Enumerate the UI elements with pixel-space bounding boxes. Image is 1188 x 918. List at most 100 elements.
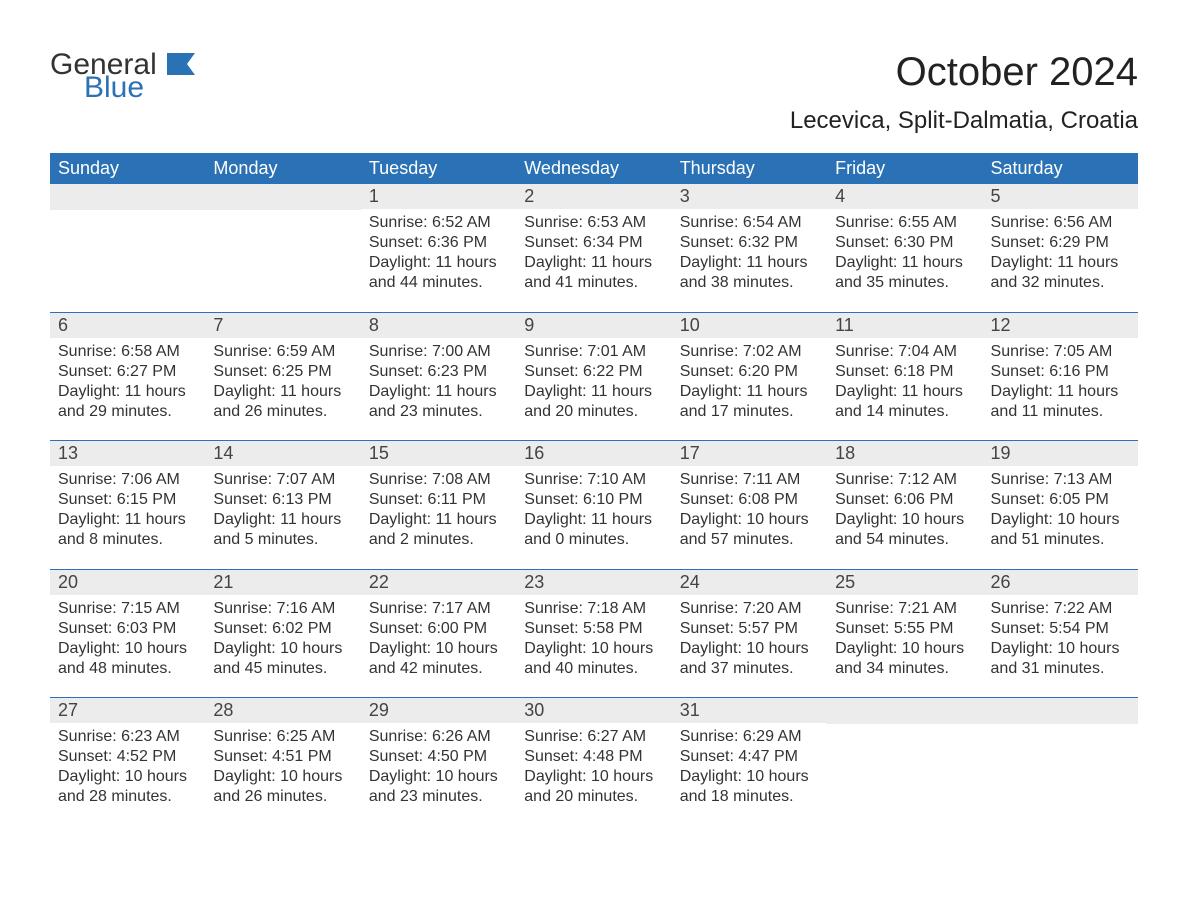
sunset-line: Sunset: 4:51 PM bbox=[213, 747, 352, 767]
day-body: Sunrise: 7:16 AMSunset: 6:02 PMDaylight:… bbox=[205, 595, 360, 689]
calendar-day-cell: 4Sunrise: 6:55 AMSunset: 6:30 PMDaylight… bbox=[827, 184, 982, 312]
day-number bbox=[827, 698, 982, 724]
daylight-line: Daylight: 11 hours and 23 minutes. bbox=[369, 382, 508, 422]
daylight-line: Daylight: 10 hours and 28 minutes. bbox=[58, 767, 197, 807]
calendar-header-row: SundayMondayTuesdayWednesdayThursdayFrid… bbox=[50, 153, 1138, 184]
sunset-line: Sunset: 5:55 PM bbox=[835, 619, 974, 639]
sunrise-line: Sunrise: 7:21 AM bbox=[835, 599, 974, 619]
calendar-day-cell: 18Sunrise: 7:12 AMSunset: 6:06 PMDayligh… bbox=[827, 441, 982, 569]
day-body: Sunrise: 7:10 AMSunset: 6:10 PMDaylight:… bbox=[516, 466, 671, 560]
day-number: 29 bbox=[361, 698, 516, 723]
calendar-header-cell: Wednesday bbox=[516, 153, 671, 184]
sunrise-line: Sunrise: 7:16 AM bbox=[213, 599, 352, 619]
sunrise-line: Sunrise: 7:12 AM bbox=[835, 470, 974, 490]
daylight-line: Daylight: 11 hours and 35 minutes. bbox=[835, 253, 974, 293]
calendar-day-cell: 30Sunrise: 6:27 AMSunset: 4:48 PMDayligh… bbox=[516, 698, 671, 826]
calendar-day-cell: 22Sunrise: 7:17 AMSunset: 6:00 PMDayligh… bbox=[361, 570, 516, 698]
sunset-line: Sunset: 6:15 PM bbox=[58, 490, 197, 510]
day-number: 7 bbox=[205, 313, 360, 338]
sunset-line: Sunset: 6:18 PM bbox=[835, 362, 974, 382]
sunset-line: Sunset: 4:52 PM bbox=[58, 747, 197, 767]
sunset-line: Sunset: 6:29 PM bbox=[991, 233, 1130, 253]
sunset-line: Sunset: 5:57 PM bbox=[680, 619, 819, 639]
day-body: Sunrise: 7:08 AMSunset: 6:11 PMDaylight:… bbox=[361, 466, 516, 560]
calendar-day-cell: 8Sunrise: 7:00 AMSunset: 6:23 PMDaylight… bbox=[361, 313, 516, 441]
sunrise-line: Sunrise: 6:53 AM bbox=[524, 213, 663, 233]
sunset-line: Sunset: 6:23 PM bbox=[369, 362, 508, 382]
calendar-day-cell: 19Sunrise: 7:13 AMSunset: 6:05 PMDayligh… bbox=[983, 441, 1138, 569]
calendar-header-cell: Monday bbox=[205, 153, 360, 184]
calendar-week-row: 20Sunrise: 7:15 AMSunset: 6:03 PMDayligh… bbox=[50, 570, 1138, 698]
calendar-day-cell: 20Sunrise: 7:15 AMSunset: 6:03 PMDayligh… bbox=[50, 570, 205, 698]
page-title: October 2024 bbox=[896, 50, 1138, 95]
sunset-line: Sunset: 6:20 PM bbox=[680, 362, 819, 382]
calendar-header-cell: Tuesday bbox=[361, 153, 516, 184]
calendar-day-cell: 24Sunrise: 7:20 AMSunset: 5:57 PMDayligh… bbox=[672, 570, 827, 698]
day-number: 19 bbox=[983, 441, 1138, 466]
daylight-line: Daylight: 11 hours and 44 minutes. bbox=[369, 253, 508, 293]
daylight-line: Daylight: 10 hours and 48 minutes. bbox=[58, 639, 197, 679]
day-body: Sunrise: 7:04 AMSunset: 6:18 PMDaylight:… bbox=[827, 338, 982, 432]
day-body: Sunrise: 7:22 AMSunset: 5:54 PMDaylight:… bbox=[983, 595, 1138, 689]
sunset-line: Sunset: 6:08 PM bbox=[680, 490, 819, 510]
calendar-day-cell: 17Sunrise: 7:11 AMSunset: 6:08 PMDayligh… bbox=[672, 441, 827, 569]
day-number: 14 bbox=[205, 441, 360, 466]
daylight-line: Daylight: 10 hours and 42 minutes. bbox=[369, 639, 508, 679]
daylight-line: Daylight: 11 hours and 14 minutes. bbox=[835, 382, 974, 422]
sunrise-line: Sunrise: 7:11 AM bbox=[680, 470, 819, 490]
day-body: Sunrise: 7:05 AMSunset: 6:16 PMDaylight:… bbox=[983, 338, 1138, 432]
day-body: Sunrise: 6:25 AMSunset: 4:51 PMDaylight:… bbox=[205, 723, 360, 817]
day-number: 24 bbox=[672, 570, 827, 595]
calendar-day-cell: 23Sunrise: 7:18 AMSunset: 5:58 PMDayligh… bbox=[516, 570, 671, 698]
day-body: Sunrise: 6:55 AMSunset: 6:30 PMDaylight:… bbox=[827, 209, 982, 303]
calendar-day-cell: 7Sunrise: 6:59 AMSunset: 6:25 PMDaylight… bbox=[205, 313, 360, 441]
day-number: 3 bbox=[672, 184, 827, 209]
calendar-day-cell: 10Sunrise: 7:02 AMSunset: 6:20 PMDayligh… bbox=[672, 313, 827, 441]
sunset-line: Sunset: 4:47 PM bbox=[680, 747, 819, 767]
day-body: Sunrise: 7:12 AMSunset: 6:06 PMDaylight:… bbox=[827, 466, 982, 560]
day-number: 1 bbox=[361, 184, 516, 209]
day-body: Sunrise: 6:26 AMSunset: 4:50 PMDaylight:… bbox=[361, 723, 516, 817]
calendar-day-cell bbox=[983, 698, 1138, 826]
day-number: 26 bbox=[983, 570, 1138, 595]
day-body: Sunrise: 6:56 AMSunset: 6:29 PMDaylight:… bbox=[983, 209, 1138, 303]
calendar-week-row: 27Sunrise: 6:23 AMSunset: 4:52 PMDayligh… bbox=[50, 698, 1138, 826]
daylight-line: Daylight: 10 hours and 57 minutes. bbox=[680, 510, 819, 550]
sunrise-line: Sunrise: 6:56 AM bbox=[991, 213, 1130, 233]
day-body: Sunrise: 7:17 AMSunset: 6:00 PMDaylight:… bbox=[361, 595, 516, 689]
day-body: Sunrise: 7:11 AMSunset: 6:08 PMDaylight:… bbox=[672, 466, 827, 560]
day-body: Sunrise: 6:59 AMSunset: 6:25 PMDaylight:… bbox=[205, 338, 360, 432]
day-number: 15 bbox=[361, 441, 516, 466]
daylight-line: Daylight: 11 hours and 26 minutes. bbox=[213, 382, 352, 422]
day-number: 10 bbox=[672, 313, 827, 338]
sunrise-line: Sunrise: 6:23 AM bbox=[58, 727, 197, 747]
calendar-day-cell: 27Sunrise: 6:23 AMSunset: 4:52 PMDayligh… bbox=[50, 698, 205, 826]
sunrise-line: Sunrise: 7:02 AM bbox=[680, 342, 819, 362]
sunrise-line: Sunrise: 6:25 AM bbox=[213, 727, 352, 747]
calendar-day-cell: 28Sunrise: 6:25 AMSunset: 4:51 PMDayligh… bbox=[205, 698, 360, 826]
sunset-line: Sunset: 6:30 PM bbox=[835, 233, 974, 253]
day-body: Sunrise: 7:13 AMSunset: 6:05 PMDaylight:… bbox=[983, 466, 1138, 560]
day-number: 5 bbox=[983, 184, 1138, 209]
sunrise-line: Sunrise: 6:29 AM bbox=[680, 727, 819, 747]
day-body: Sunrise: 7:00 AMSunset: 6:23 PMDaylight:… bbox=[361, 338, 516, 432]
sunset-line: Sunset: 6:34 PM bbox=[524, 233, 663, 253]
logo: General Blue bbox=[50, 50, 195, 103]
day-body: Sunrise: 7:06 AMSunset: 6:15 PMDaylight:… bbox=[50, 466, 205, 560]
calendar-day-cell: 12Sunrise: 7:05 AMSunset: 6:16 PMDayligh… bbox=[983, 313, 1138, 441]
day-body: Sunrise: 7:02 AMSunset: 6:20 PMDaylight:… bbox=[672, 338, 827, 432]
calendar-day-cell: 29Sunrise: 6:26 AMSunset: 4:50 PMDayligh… bbox=[361, 698, 516, 826]
day-number: 21 bbox=[205, 570, 360, 595]
day-number: 30 bbox=[516, 698, 671, 723]
day-number: 17 bbox=[672, 441, 827, 466]
sunrise-line: Sunrise: 6:55 AM bbox=[835, 213, 974, 233]
daylight-line: Daylight: 10 hours and 40 minutes. bbox=[524, 639, 663, 679]
sunset-line: Sunset: 6:03 PM bbox=[58, 619, 197, 639]
daylight-line: Daylight: 11 hours and 41 minutes. bbox=[524, 253, 663, 293]
daylight-line: Daylight: 11 hours and 32 minutes. bbox=[991, 253, 1130, 293]
sunrise-line: Sunrise: 6:54 AM bbox=[680, 213, 819, 233]
sunrise-line: Sunrise: 7:22 AM bbox=[991, 599, 1130, 619]
daylight-line: Daylight: 10 hours and 54 minutes. bbox=[835, 510, 974, 550]
sunset-line: Sunset: 6:05 PM bbox=[991, 490, 1130, 510]
day-number: 31 bbox=[672, 698, 827, 723]
